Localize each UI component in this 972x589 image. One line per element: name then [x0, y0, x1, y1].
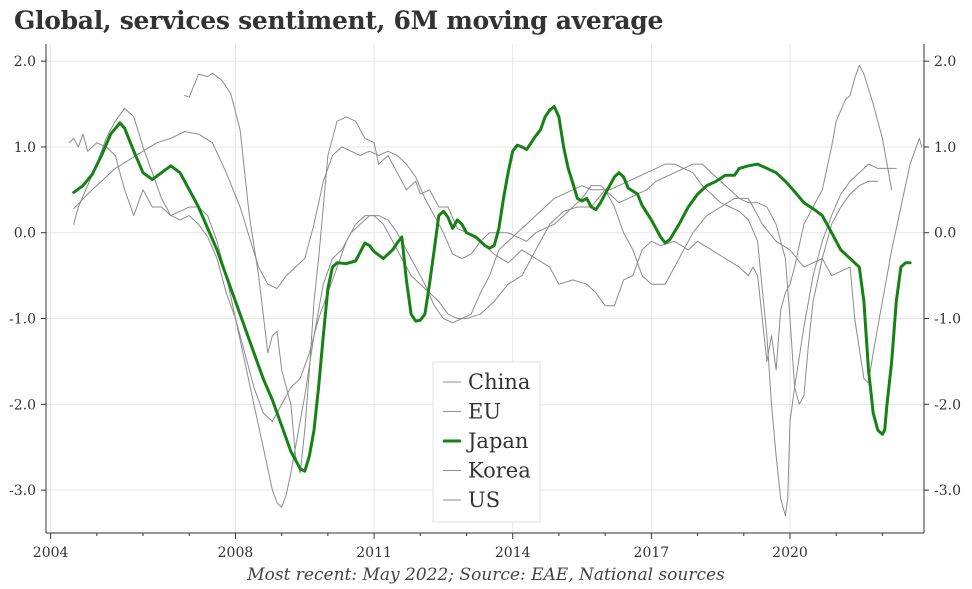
x-tick-label: 2017: [634, 545, 670, 561]
y-tick-label-right: -1.0: [934, 312, 961, 328]
y-tick-label-left: -3.0: [9, 483, 36, 499]
x-tick-label: 2020: [772, 545, 808, 561]
series-line-eu: [68, 133, 897, 517]
chart-title: Global, services sentiment, 6M moving av…: [14, 6, 664, 35]
series-lines: [68, 64, 923, 517]
legend-label-china: China: [468, 370, 530, 394]
plot-frame: [45, 44, 925, 534]
legend: China EU Japan Korea US: [432, 361, 541, 523]
y-tick-label-right: 2.0: [934, 54, 956, 70]
legend-label-us: US: [468, 488, 500, 512]
series-line-korea: [73, 107, 923, 422]
y-tick-label-right: -3.0: [934, 483, 961, 499]
y-tick-label-right: 0.0: [934, 226, 956, 242]
legend-label-eu: EU: [468, 400, 501, 424]
x-tick-label: 2008: [218, 545, 254, 561]
series-line-japan: [72, 105, 912, 473]
x-tick-label: 2014: [495, 545, 531, 561]
x-tick-label: 2004: [33, 545, 69, 561]
y-tick-label-right: 1.0: [934, 140, 956, 156]
x-axis: 2004 2008 2011 2014 2017 2020: [33, 533, 883, 561]
y-tick-label-left: 1.0: [14, 140, 36, 156]
x-tick-label: 2011: [356, 545, 392, 561]
series-line-us: [73, 131, 879, 405]
legend-label-korea: Korea: [468, 459, 531, 483]
y-axis-right: 2.0 1.0 0.0 -1.0 -2.0 -3.0: [924, 54, 961, 499]
y-tick-label-right: -2.0: [934, 397, 961, 413]
legend-label-japan: Japan: [466, 429, 528, 453]
source-note: Most recent: May 2022; Source: EAE, Nati…: [247, 565, 725, 585]
y-tick-label-left: -1.0: [9, 312, 36, 328]
y-tick-label-left: 2.0: [14, 54, 36, 70]
y-tick-label-left: -2.0: [9, 397, 36, 413]
y-tick-label-left: 0.0: [14, 226, 36, 242]
y-axis-left: 2.0 1.0 0.0 -1.0 -2.0 -3.0: [9, 54, 46, 499]
